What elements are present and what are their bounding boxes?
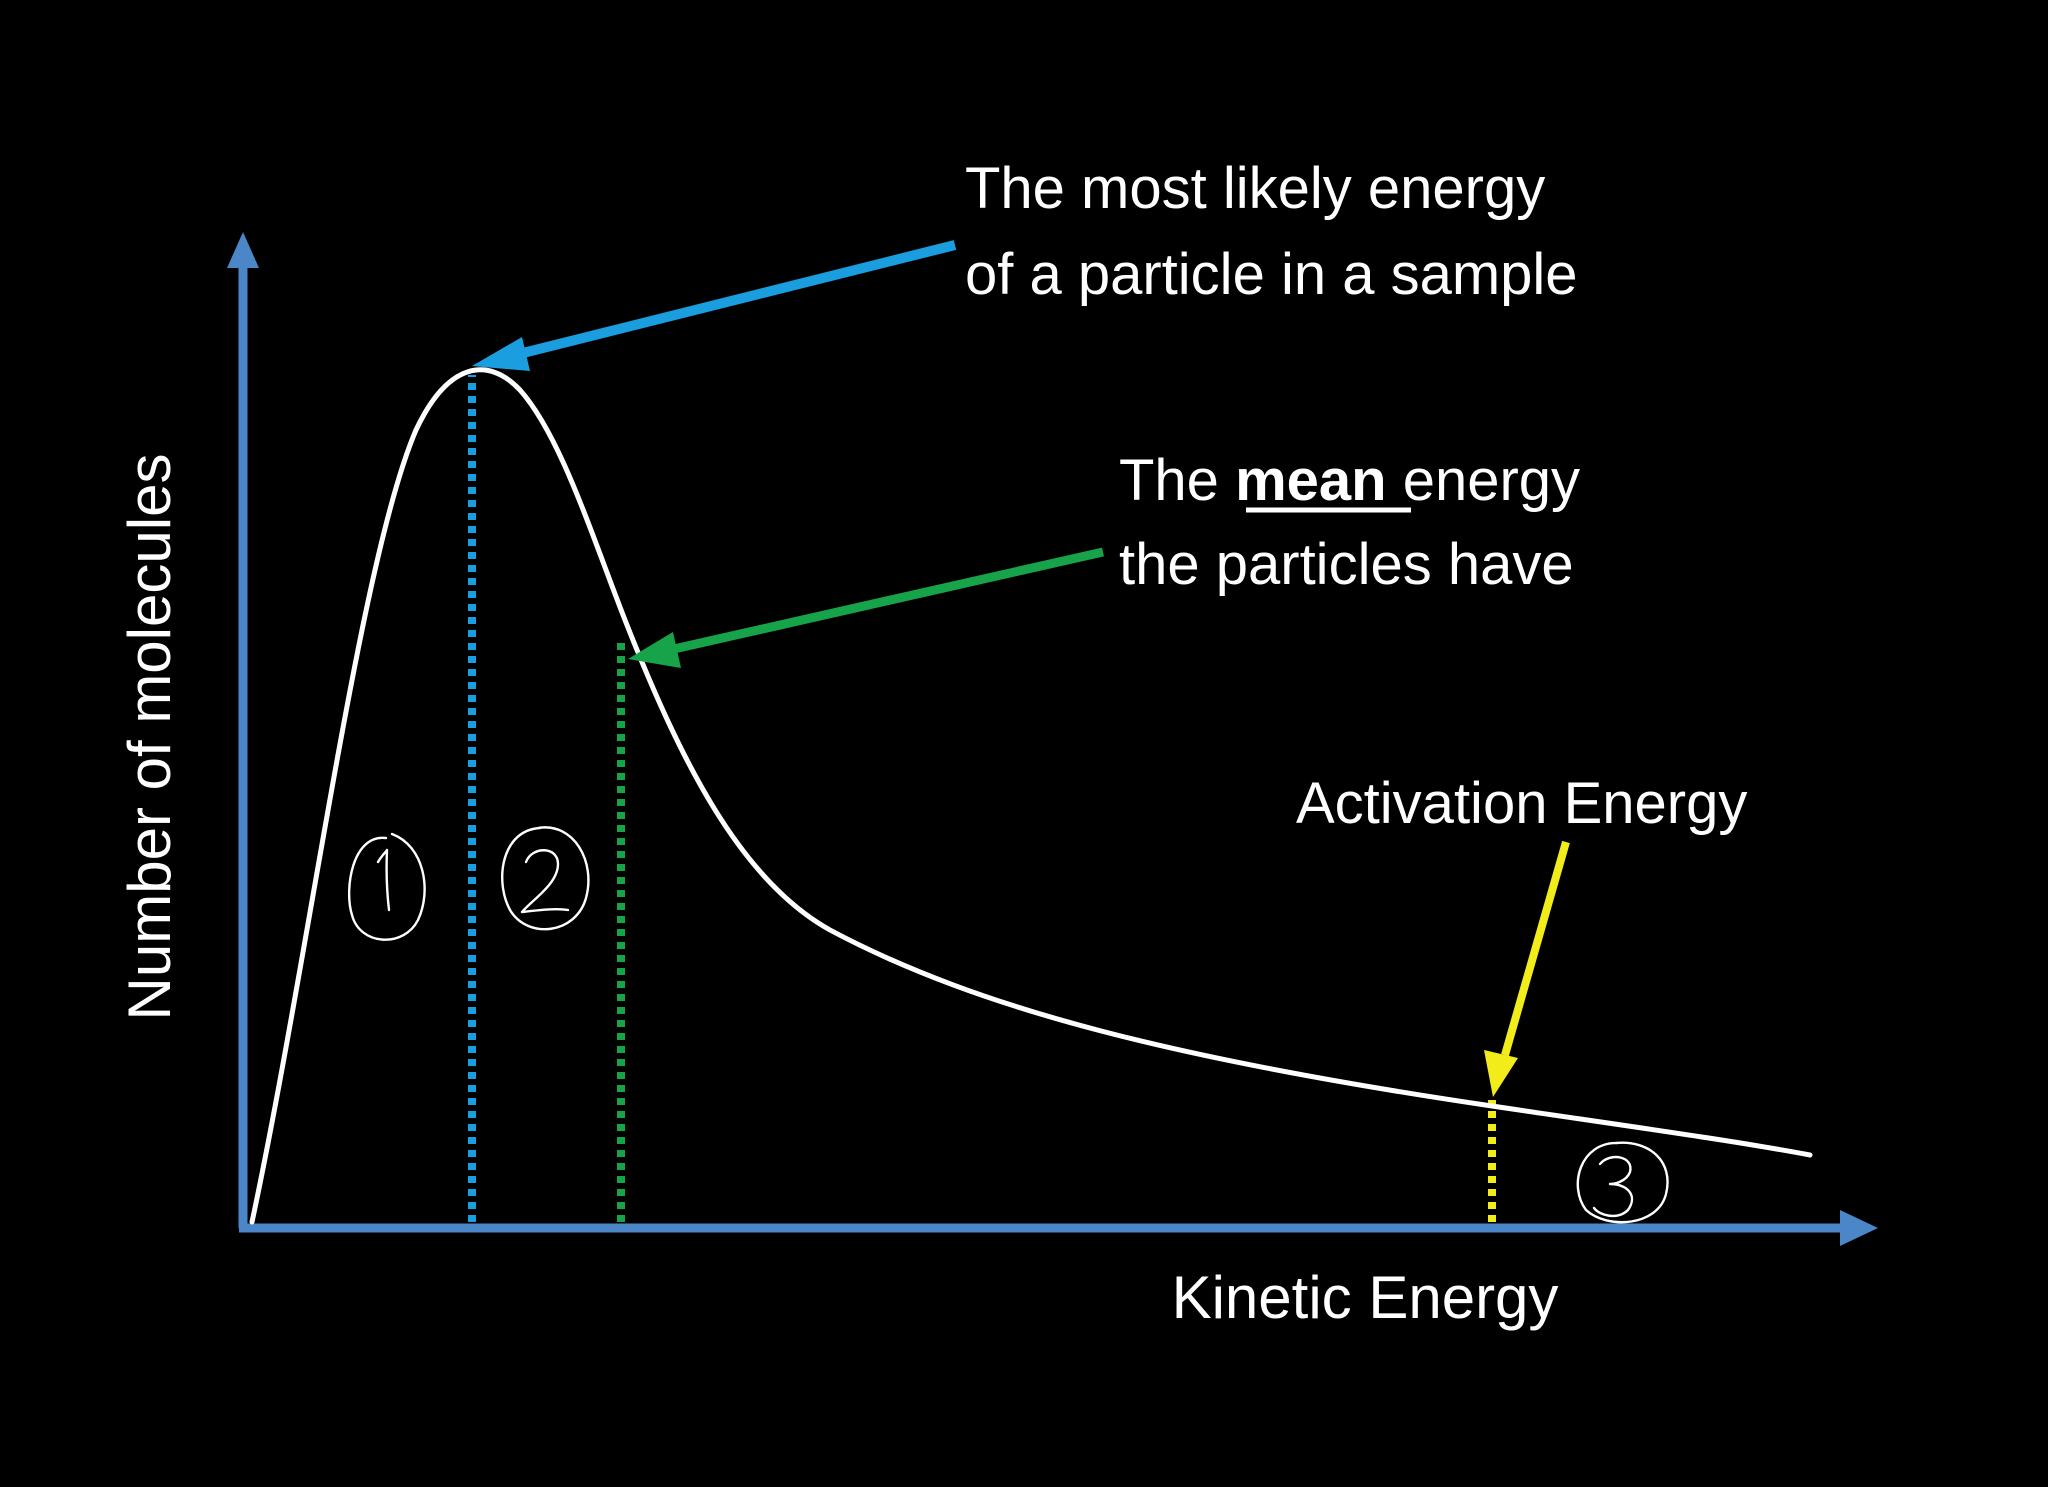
y-axis-label: Number of molecules bbox=[116, 454, 183, 1021]
most-likely-energy-arrowhead-icon bbox=[472, 337, 530, 371]
mean-energy-arrowhead-icon bbox=[628, 632, 681, 668]
mean-label-prefix: The bbox=[1119, 448, 1235, 513]
handwritten-circle-1: 1 bbox=[348, 832, 426, 941]
mean-label-emphasis: mean bbox=[1235, 448, 1387, 513]
mean-energy-label-line2: the particles have bbox=[1119, 532, 1574, 597]
most-likely-energy-label-line2: of a particle in a sample bbox=[965, 242, 1578, 307]
hand-digit-2 bbox=[520, 849, 570, 914]
most-likely-energy-arrow bbox=[513, 240, 957, 360]
hand-digit-3 bbox=[1592, 1155, 1634, 1218]
hand-digit-1 bbox=[376, 848, 391, 912]
hand-circle-2 bbox=[501, 826, 590, 931]
hand-circle-3 bbox=[1576, 1141, 1669, 1224]
x-axis-arrowhead-icon bbox=[1840, 1210, 1878, 1246]
handwritten-circle-2: 2 bbox=[501, 826, 590, 931]
activation-energy-arrowhead-icon bbox=[1484, 1050, 1518, 1097]
x-axis-label: Kinetic Energy bbox=[1172, 1264, 1559, 1331]
y-axis-arrowhead-icon bbox=[227, 232, 259, 268]
energy-distribution-curve bbox=[249, 367, 1813, 1225]
most-likely-energy-label-line1: The most likely energy bbox=[965, 156, 1545, 221]
activation-energy-arrow bbox=[1501, 840, 1570, 1057]
hand-circle-1 bbox=[348, 832, 426, 941]
mean-label-suffix: energy bbox=[1387, 448, 1580, 513]
mean-energy-label-line1: The mean energy bbox=[1119, 448, 1580, 513]
activation-energy-label: Activation Energy bbox=[1296, 771, 1747, 836]
mean-energy-arrow bbox=[664, 547, 1104, 656]
handwritten-circle-3: 3 bbox=[1576, 1141, 1669, 1224]
